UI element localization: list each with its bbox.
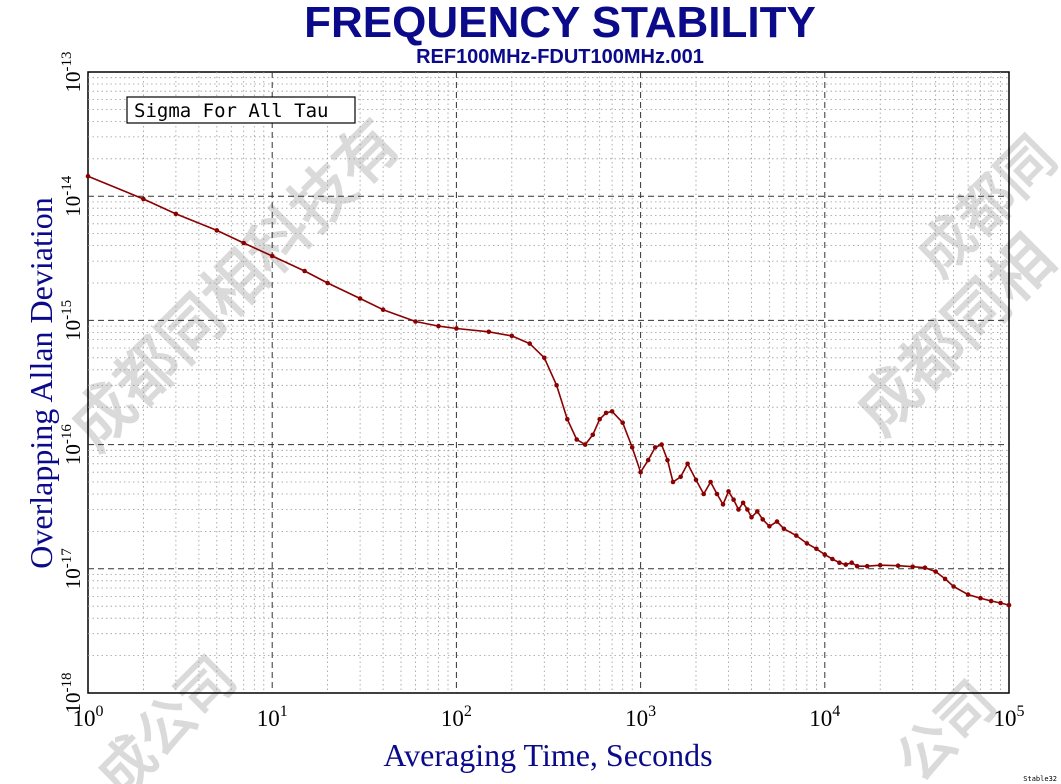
- data-point: [804, 541, 810, 546]
- data-point: [590, 432, 596, 438]
- data-point: [173, 211, 179, 217]
- data-point: [582, 442, 588, 447]
- grid-lines: [88, 72, 1009, 693]
- watermark-text: 成公司: [85, 645, 250, 784]
- data-point: [302, 268, 307, 274]
- data-point: [910, 564, 915, 569]
- x-tick-label: 105: [994, 703, 1025, 731]
- data-point: [988, 598, 994, 604]
- data-point: [325, 280, 330, 286]
- data-point: [380, 307, 386, 313]
- y-tick-label: 10-15: [59, 300, 85, 341]
- y-tick-label: 10-13: [59, 52, 85, 93]
- data-point: [854, 563, 860, 569]
- x-tick-label: 104: [809, 703, 840, 731]
- y-tick-label: 10-18: [59, 673, 85, 714]
- data-point: [814, 546, 819, 552]
- data-point: [603, 410, 609, 416]
- data-point: [843, 562, 849, 567]
- data-point: [214, 228, 220, 233]
- data-point: [942, 576, 948, 582]
- data-point: [922, 565, 928, 570]
- data-point: [830, 556, 835, 562]
- data-point: [141, 196, 146, 202]
- data-point: [678, 474, 683, 480]
- data-point: [542, 355, 547, 361]
- data-point: [731, 497, 736, 503]
- data-point: [726, 489, 731, 494]
- watermark-text: 公司: [884, 669, 1009, 784]
- data-point: [965, 592, 971, 597]
- data-point: [629, 445, 635, 450]
- data-point: [486, 329, 492, 335]
- y-axis-title: Overlapping Allan Deviation: [23, 197, 59, 568]
- data-point: [652, 445, 658, 450]
- data-point: [665, 457, 670, 463]
- data-point: [998, 600, 1003, 606]
- x-tick-label: 101: [257, 703, 288, 731]
- data-point: [436, 323, 441, 329]
- data-point: [745, 507, 750, 512]
- data-point: [685, 461, 690, 467]
- plot-area: [87, 71, 1010, 694]
- data-point: [781, 526, 787, 532]
- data-point: [701, 491, 706, 497]
- data-point: [837, 560, 842, 565]
- x-tick-label: 103: [625, 703, 656, 731]
- data-point: [849, 560, 854, 565]
- data-point: [1006, 602, 1012, 608]
- y-tick-label: 10-14: [59, 175, 85, 216]
- data-point: [740, 500, 746, 506]
- data-point: [708, 479, 713, 485]
- data-point: [565, 416, 570, 422]
- data-point: [527, 341, 532, 346]
- data-point: [774, 519, 780, 524]
- data-point: [755, 509, 760, 514]
- legend-frame: [126, 96, 356, 124]
- data-point: [760, 517, 765, 522]
- data-point: [659, 442, 664, 447]
- data-point: [413, 319, 418, 324]
- chart-subtitle: REF100MHz-FDUT100MHz.001: [416, 46, 704, 68]
- data-point: [877, 562, 883, 568]
- data-point: [609, 409, 615, 414]
- data-point: [645, 457, 651, 463]
- legend: Sigma For All Tau: [126, 96, 356, 124]
- data-point: [693, 477, 699, 483]
- software-label: Stable32: [1023, 775, 1057, 783]
- data-point: [794, 533, 799, 538]
- data-point: [357, 296, 363, 301]
- data-point: [895, 563, 901, 568]
- data-point: [554, 383, 559, 388]
- x-tick-label: 102: [441, 703, 472, 731]
- data-point: [720, 502, 726, 507]
- data-point: [714, 491, 720, 497]
- data-point: [736, 507, 741, 512]
- series-layer: [85, 173, 1012, 608]
- data-point: [951, 584, 956, 589]
- data-point: [85, 173, 91, 179]
- legend-text: Sigma For All Tau: [134, 100, 328, 122]
- data-point: [597, 416, 602, 422]
- data-point: [574, 437, 579, 442]
- data-point: [241, 240, 246, 246]
- data-point: [933, 569, 938, 574]
- data-point: [269, 253, 275, 259]
- data-point: [978, 595, 983, 601]
- data-point: [822, 552, 828, 557]
- chart-title: FREQUENCY STABILITY: [304, 0, 816, 47]
- data-point: [767, 524, 772, 529]
- data-point: [620, 420, 625, 426]
- y-tick-label: 10-17: [59, 548, 85, 589]
- data-point: [749, 515, 754, 520]
- data-point: [864, 563, 870, 569]
- data-point: [454, 326, 459, 331]
- data-point: [638, 469, 643, 475]
- data-point: [509, 333, 515, 339]
- data-point: [670, 479, 676, 485]
- x-axis-title: Averaging Time, Seconds: [383, 737, 712, 773]
